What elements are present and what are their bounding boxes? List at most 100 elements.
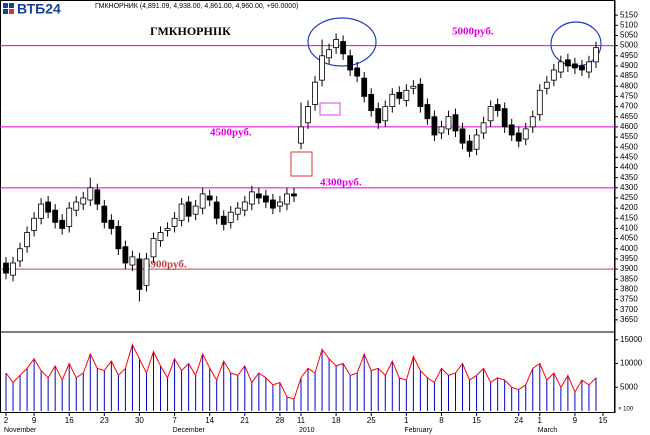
candle-body [108,219,115,229]
candle-body [508,124,515,136]
candle-body [185,201,192,217]
candle-body [480,122,487,134]
candle-body [241,201,248,211]
candle-body [213,201,220,219]
candle-body [248,191,255,205]
candle-body [501,108,508,128]
x-tick-label: 18 [332,416,341,425]
candle-body [73,201,80,211]
candle-body [234,207,241,215]
volume-line [5,343,597,400]
candle-body [10,262,16,276]
y-tick-label: 3650 [620,315,638,324]
y-tick-label: 5050 [620,31,638,40]
x-tick-label: 21 [240,416,249,425]
x-tick-label: 15 [472,416,481,425]
y-tick-label: 3800 [620,284,638,293]
level-label: 4300руб. [320,177,362,189]
candle-body [284,193,290,205]
candle-body [319,55,325,81]
y-tick-label: 4950 [620,51,638,60]
x-tick-label: 28 [275,416,284,425]
chart-title: ГМКНОРНIIК [150,24,231,38]
logo-text: ВТБ24 [17,1,61,17]
candle-body [87,187,94,201]
y-tick-label: 4400 [620,163,638,172]
candle-body [52,209,59,223]
candle-body [466,140,473,152]
candle-body [361,77,368,97]
candle-body [438,126,445,134]
candle-body [431,116,438,136]
candle-body [396,91,403,99]
candle-body [375,108,382,124]
candle-body [473,134,480,150]
y-tick-label: 3850 [620,274,638,283]
candle-body [326,49,332,59]
y-tick-label: 4150 [620,213,638,222]
candle-body [157,232,164,242]
candle-body [66,207,73,227]
candle-body [452,114,459,132]
y-tick-label: 4700 [620,102,638,111]
candle-body [136,258,143,290]
level-label: 4500руб. [210,127,252,139]
candle-body [550,69,557,81]
candle-body [129,256,136,266]
candle-body [164,228,171,231]
candle-body [94,189,101,205]
candle-body [515,132,522,142]
y-tick-label: 4000 [620,244,638,253]
level-label: 3900руб. [145,259,187,271]
plot-frame [0,0,615,413]
candle-body [298,126,304,144]
x-tick-label: 23 [100,416,109,425]
logo-icon [3,9,8,14]
y-tick-label: 3700 [620,305,638,314]
candle-body [445,116,452,130]
y-tick-label: 4600 [620,122,638,131]
candle-body [564,59,571,67]
volume-tick-label: 10000 [620,359,643,368]
candle-body [410,85,417,89]
y-tick-label: 4350 [620,173,638,182]
candle-body [487,106,494,122]
candle-body [3,262,9,274]
candle-body [291,193,297,197]
candle-body [459,128,466,144]
y-tick-label: 4500 [620,142,638,151]
x-tick-label: 7 [172,416,177,425]
level-label: 5000руб. [452,26,494,38]
candle-body [593,47,599,63]
candle-body [192,205,199,215]
x-tick-label: 9 [32,416,37,425]
y-tick-label: 5100 [620,20,638,29]
candle-body [333,39,340,49]
logo-icon [9,3,14,8]
y-tick-label: 4550 [620,132,638,141]
candle-body [424,104,431,120]
month-label: November [4,427,37,434]
candle-body [382,106,389,122]
gap-box [290,151,313,177]
candle-body [150,238,157,258]
candle-body [17,248,23,262]
candle-body [24,232,30,248]
y-tick-label: 4300 [620,183,638,192]
x-tick-label: 16 [65,416,74,425]
candle-body [269,199,276,209]
x-tick-label: 8 [439,416,444,425]
month-label: February [404,427,433,434]
candle-body [368,93,375,112]
candle-body [347,55,354,71]
x-tick-label: 14 [205,416,214,425]
candle-body [101,205,108,223]
y-tick-label: 4900 [620,61,638,70]
logo-icon [9,9,14,14]
candle-body [586,61,592,73]
candle-body [579,65,585,71]
candle-body [45,201,52,213]
candle-body [220,215,227,225]
y-tick-label: 4650 [620,112,638,121]
